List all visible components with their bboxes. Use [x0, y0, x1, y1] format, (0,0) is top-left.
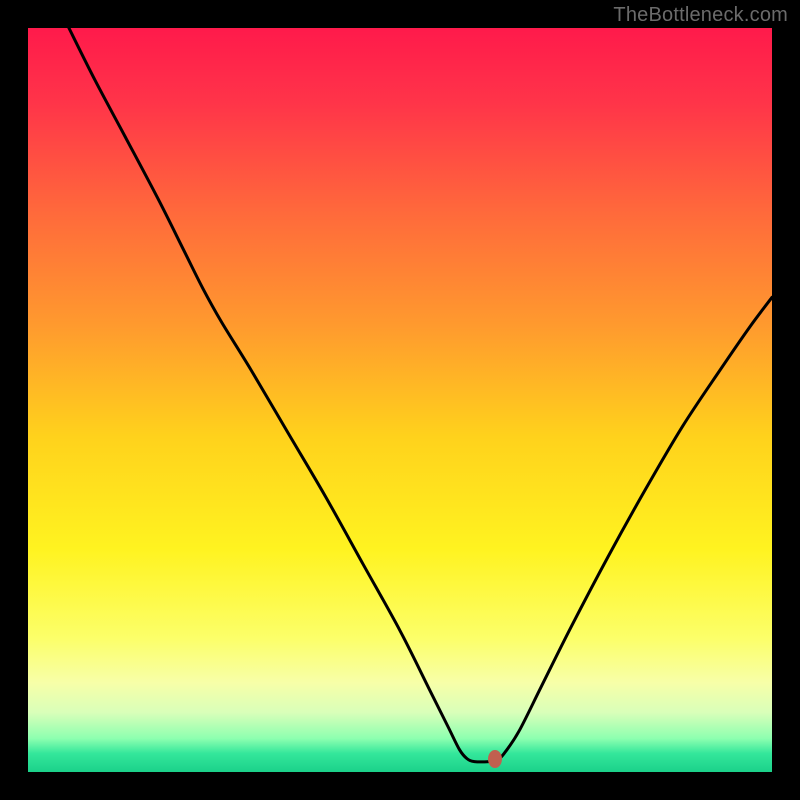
chart-svg	[28, 28, 772, 772]
optimal-point-marker	[488, 750, 502, 768]
chart-background	[28, 28, 772, 772]
watermark-text: TheBottleneck.com	[613, 4, 788, 27]
chart-plot-area	[28, 28, 772, 772]
